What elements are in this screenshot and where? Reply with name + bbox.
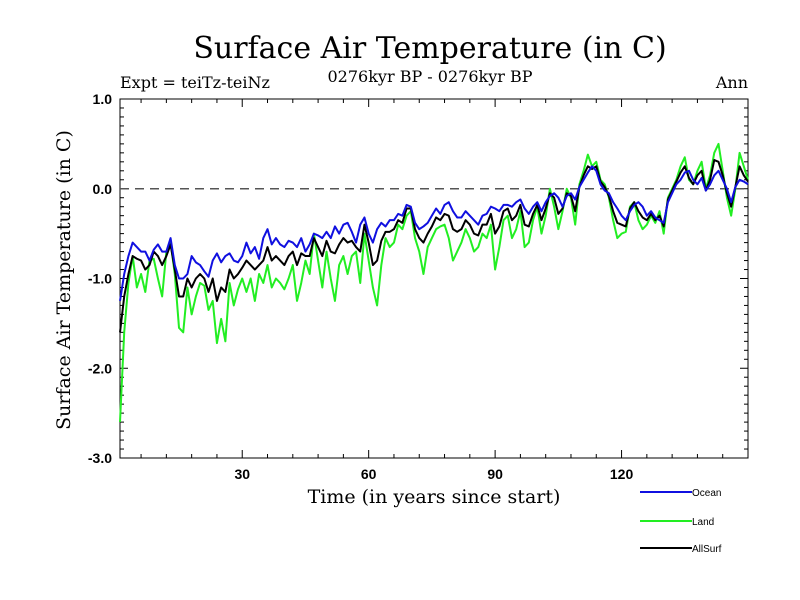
y-tick-label: -3.0 xyxy=(88,450,112,466)
y-tick-label: 0.0 xyxy=(93,181,113,197)
plot-frame xyxy=(119,98,749,459)
chart-title: Surface Air Temperature (in C) xyxy=(193,31,666,66)
x-axis-label: Time (in years since start) xyxy=(308,486,561,508)
plot-area: 1.0 0.0 -1.0 -2.0 -3.0 30 60 90 120 xyxy=(88,91,749,482)
x-tick-label: 90 xyxy=(487,466,503,482)
x-tick-label: 60 xyxy=(361,466,377,482)
y-tick-label: -1.0 xyxy=(88,271,112,287)
series-line-ocean xyxy=(119,165,749,302)
y-tick-label: 1.0 xyxy=(93,91,113,107)
series-line-allsurf xyxy=(119,159,749,333)
y-tick-label: -2.0 xyxy=(88,360,112,376)
y-axis-label: Surface Air Temperature (in C) xyxy=(53,130,75,430)
x-tick-label: 30 xyxy=(234,466,250,482)
series-line-land xyxy=(119,142,749,423)
chart-subtitle: 0276kyr BP - 0276kyr BP xyxy=(328,67,533,86)
x-tick-label: 120 xyxy=(610,466,634,482)
legend: Ocean Land AllSurf xyxy=(640,488,722,555)
legend-label-land: Land xyxy=(692,517,714,528)
legend-label-allsurf: AllSurf xyxy=(692,544,722,555)
experiment-label: Expt = teiTz-teiNz xyxy=(120,73,270,92)
legend-label-ocean: Ocean xyxy=(692,488,721,499)
season-label: Ann xyxy=(715,73,748,92)
